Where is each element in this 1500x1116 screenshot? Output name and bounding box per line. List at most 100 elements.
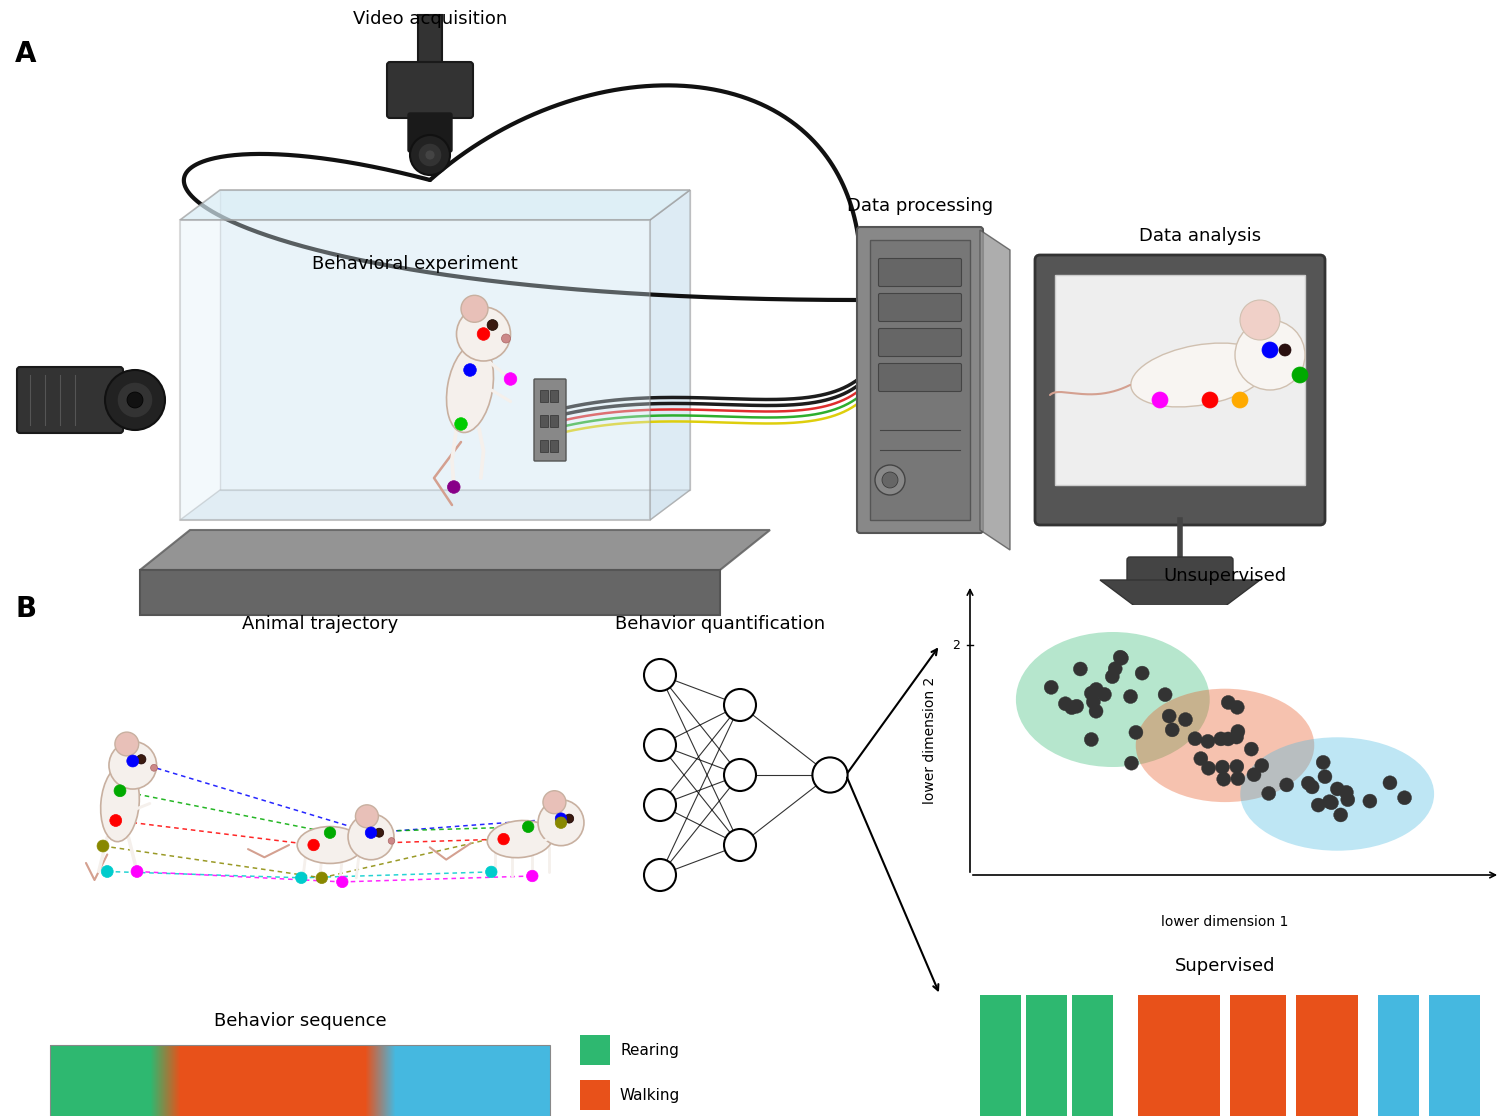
Circle shape: [114, 785, 126, 797]
Circle shape: [813, 758, 847, 792]
Bar: [411, 1045, 414, 1116]
Circle shape: [644, 789, 676, 821]
Bar: [256, 1045, 261, 1116]
Bar: [183, 1045, 186, 1116]
Bar: [444, 1045, 447, 1116]
Circle shape: [110, 815, 122, 827]
Bar: [189, 1045, 194, 1116]
Bar: [66, 1045, 69, 1116]
Ellipse shape: [488, 820, 552, 858]
Bar: [548, 1045, 550, 1116]
Circle shape: [1234, 320, 1305, 389]
Circle shape: [488, 319, 498, 330]
Bar: [132, 1045, 134, 1116]
FancyBboxPatch shape: [387, 62, 472, 118]
Bar: [512, 1045, 515, 1116]
Bar: [454, 1045, 458, 1116]
Circle shape: [1302, 776, 1316, 790]
Bar: [117, 1045, 118, 1116]
Bar: [60, 1045, 62, 1116]
Circle shape: [486, 866, 496, 877]
Bar: [105, 1045, 106, 1116]
Circle shape: [1230, 701, 1245, 714]
Bar: [74, 1045, 75, 1116]
Circle shape: [1202, 392, 1218, 408]
Bar: [1296, 995, 1358, 1116]
Circle shape: [1334, 808, 1347, 821]
Ellipse shape: [1240, 738, 1434, 850]
Circle shape: [1256, 759, 1269, 772]
Circle shape: [1070, 700, 1083, 713]
Ellipse shape: [1016, 632, 1209, 767]
Bar: [104, 1045, 105, 1116]
Bar: [458, 1045, 460, 1116]
Circle shape: [1188, 732, 1202, 745]
Circle shape: [526, 870, 538, 882]
Bar: [419, 1045, 422, 1116]
Circle shape: [522, 821, 534, 833]
Ellipse shape: [1131, 343, 1269, 407]
Circle shape: [1383, 776, 1396, 790]
Bar: [86, 1045, 87, 1116]
Bar: [64, 1045, 68, 1116]
Circle shape: [454, 417, 468, 431]
Bar: [398, 1045, 400, 1116]
Bar: [242, 1045, 246, 1116]
Bar: [244, 1045, 249, 1116]
Bar: [232, 1045, 236, 1116]
Circle shape: [410, 135, 450, 175]
Circle shape: [1098, 687, 1112, 702]
Bar: [405, 1045, 408, 1116]
Polygon shape: [140, 530, 770, 570]
Bar: [441, 1045, 444, 1116]
Bar: [480, 1045, 483, 1116]
Bar: [300, 1045, 304, 1116]
Bar: [514, 1045, 517, 1116]
Bar: [90, 1045, 92, 1116]
Circle shape: [1162, 709, 1176, 723]
Bar: [419, 15, 442, 65]
Bar: [580, 1035, 610, 1065]
Circle shape: [1330, 782, 1344, 796]
Bar: [1138, 995, 1220, 1116]
Circle shape: [447, 481, 460, 493]
Ellipse shape: [297, 827, 363, 864]
FancyBboxPatch shape: [534, 379, 566, 461]
Circle shape: [724, 759, 756, 791]
Bar: [470, 1045, 472, 1116]
Text: Data analysis: Data analysis: [1138, 227, 1262, 246]
Polygon shape: [650, 190, 690, 520]
Bar: [267, 1045, 270, 1116]
Circle shape: [1316, 756, 1330, 769]
Circle shape: [1318, 770, 1332, 783]
Bar: [980, 995, 1022, 1116]
Circle shape: [564, 814, 573, 824]
Circle shape: [1158, 687, 1172, 702]
Text: Walking: Walking: [620, 1087, 680, 1103]
Circle shape: [1202, 761, 1215, 776]
Circle shape: [105, 371, 165, 430]
Ellipse shape: [447, 344, 494, 433]
Bar: [1430, 995, 1480, 1116]
Bar: [100, 1045, 102, 1116]
Polygon shape: [180, 190, 690, 220]
Bar: [408, 1045, 411, 1116]
Bar: [70, 1045, 72, 1116]
Circle shape: [644, 859, 676, 891]
Bar: [217, 1045, 220, 1116]
Polygon shape: [180, 490, 690, 520]
Circle shape: [348, 814, 394, 859]
Circle shape: [1323, 795, 1336, 809]
Bar: [402, 1045, 406, 1116]
Bar: [124, 1045, 128, 1116]
Bar: [490, 1045, 494, 1116]
Bar: [326, 1045, 328, 1116]
Circle shape: [644, 729, 676, 761]
Bar: [540, 1045, 543, 1116]
Bar: [195, 1045, 200, 1116]
Polygon shape: [1100, 580, 1260, 610]
Circle shape: [1245, 742, 1258, 757]
Bar: [96, 1045, 99, 1116]
Circle shape: [150, 764, 158, 771]
Bar: [447, 1045, 450, 1116]
